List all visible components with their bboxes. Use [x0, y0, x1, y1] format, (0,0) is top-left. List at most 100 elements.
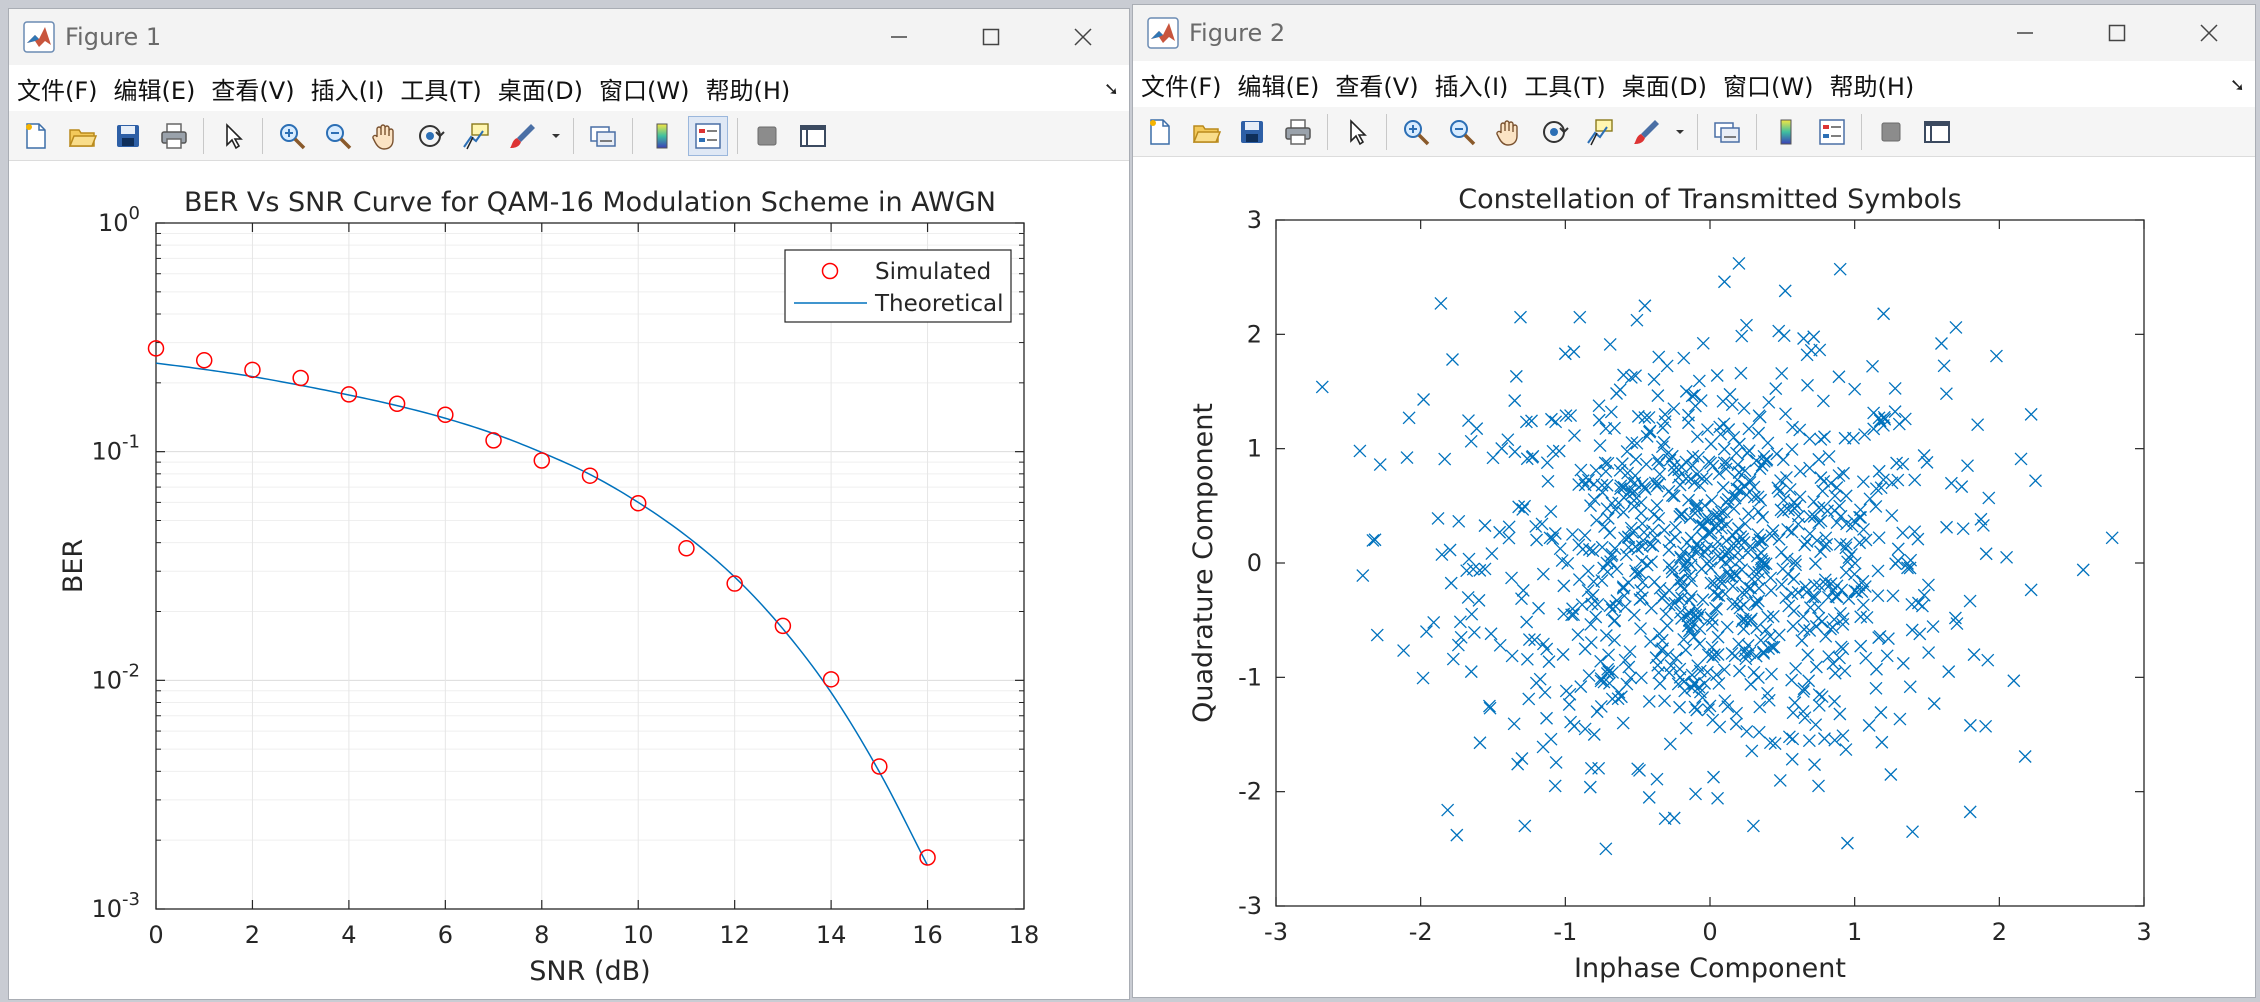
dock-arrow-icon[interactable]: ➘ — [1103, 79, 1119, 100]
scatter-point — [1650, 479, 1664, 493]
dock-arrow-icon[interactable]: ➘ — [2229, 75, 2245, 96]
scatter-point — [1742, 444, 1756, 458]
rotate-3d-button[interactable] — [1534, 112, 1574, 152]
scatter-point — [1558, 347, 1572, 361]
scatter-point — [1710, 588, 1724, 602]
close-button[interactable] — [2163, 5, 2255, 61]
pan-button[interactable] — [364, 116, 404, 156]
maximize-button[interactable] — [945, 9, 1037, 65]
show-plot-tools-button[interactable] — [793, 116, 833, 156]
menu-window[interactable]: 窗口(W) — [599, 76, 690, 105]
menu-insert[interactable]: 插入(I) — [1434, 72, 1509, 101]
scatter-point — [1720, 620, 1734, 634]
new-figure-button[interactable] — [1140, 112, 1180, 152]
minimize-button[interactable] — [853, 9, 945, 65]
scatter-point — [1647, 508, 1661, 522]
data-cursor-button[interactable] — [456, 116, 496, 156]
scatter-point — [1775, 577, 1789, 591]
simulated-point — [822, 671, 840, 688]
x-tick-labels: 0 2 4 6 8 10 12 14 16 18 — [148, 921, 1039, 949]
insert-colorbar-button[interactable] — [1766, 112, 1806, 152]
zoom-in-button[interactable] — [1396, 112, 1436, 152]
edit-plot-button[interactable] — [213, 116, 253, 156]
scatter-point — [1874, 706, 1888, 719]
insert-legend-button[interactable] — [1812, 112, 1852, 152]
link-plot-button[interactable] — [1707, 112, 1747, 152]
legend[interactable]: Simulated Theoretical — [784, 249, 1012, 323]
scatter-point — [1785, 587, 1799, 601]
scatter-point — [1592, 761, 1606, 775]
scatter-point — [1578, 529, 1592, 542]
scatter-point — [1693, 608, 1707, 621]
scatter-point — [1712, 467, 1726, 481]
save-button[interactable] — [108, 116, 148, 156]
menu-tools[interactable]: 工具(T) — [400, 76, 482, 105]
new-figure-button[interactable] — [16, 116, 56, 156]
menu-edit[interactable]: 编辑(E) — [113, 76, 196, 105]
menu-view[interactable]: 查看(V) — [1335, 72, 1419, 101]
rotate-3d-button[interactable] — [410, 116, 450, 156]
simulated-point — [437, 406, 454, 424]
pan-button[interactable] — [1488, 112, 1528, 152]
scatter-point — [1963, 718, 1977, 732]
save-button[interactable] — [1232, 112, 1272, 152]
scatter-point — [1427, 615, 1441, 629]
menu-help[interactable]: 帮助(H) — [1829, 72, 1915, 101]
link-plot-button[interactable] — [583, 116, 623, 156]
insert-legend-button[interactable] — [688, 115, 728, 156]
edit-plot-button[interactable] — [1337, 112, 1377, 152]
menu-desktop[interactable]: 桌面(D) — [497, 76, 583, 105]
scatter-point — [1747, 665, 1761, 679]
menu-tools[interactable]: 工具(T) — [1524, 72, 1606, 101]
scatter-point — [1871, 589, 1885, 603]
print-button[interactable] — [1278, 112, 1318, 152]
menu-insert[interactable]: 插入(I) — [310, 76, 385, 105]
scatter-point — [1618, 653, 1632, 667]
scatter-point — [1591, 597, 1605, 611]
brush-button[interactable] — [1626, 112, 1666, 152]
zoom-out-button[interactable] — [318, 116, 358, 156]
scatter-point — [1589, 610, 1603, 624]
menu-file[interactable]: 文件(F) — [1141, 72, 1222, 101]
maximize-button[interactable] — [2071, 5, 2163, 61]
brush-dropdown-button[interactable] — [548, 116, 564, 156]
y-tick-label: 100 — [98, 203, 140, 237]
scatter-point — [1871, 564, 1885, 578]
scatter-point — [1629, 564, 1642, 578]
scatter-point — [1536, 637, 1550, 651]
figure-1-titlebar[interactable]: Figure 1 — [9, 9, 1129, 65]
menu-file[interactable]: 文件(F) — [17, 76, 98, 105]
scatter-point — [1629, 453, 1643, 466]
open-file-button[interactable] — [1186, 112, 1226, 152]
scatter-point — [1844, 547, 1858, 561]
menu-desktop[interactable]: 桌面(D) — [1621, 72, 1707, 101]
scatter-point — [1640, 429, 1654, 443]
insert-colorbar-button[interactable] — [642, 116, 682, 156]
figure-2-titlebar[interactable]: Figure 2 — [1133, 5, 2255, 61]
minimize-button[interactable] — [1979, 5, 2071, 61]
menu-edit[interactable]: 编辑(E) — [1237, 72, 1320, 101]
scatter-point — [1842, 592, 1856, 606]
zoom-in-button[interactable] — [272, 116, 312, 156]
open-file-button[interactable] — [62, 116, 102, 156]
scatter-point — [1691, 611, 1705, 625]
scatter-point — [1621, 530, 1635, 544]
scatter-point — [1431, 511, 1445, 525]
zoom-out-button[interactable] — [1442, 112, 1482, 152]
brush-dropdown-button[interactable] — [1672, 112, 1688, 152]
matlab-logo-icon — [1147, 17, 1179, 49]
hide-plot-tools-button[interactable] — [1871, 112, 1911, 152]
scatter-point — [1787, 572, 1801, 586]
menu-help[interactable]: 帮助(H) — [705, 76, 791, 105]
scatter-point — [1753, 533, 1767, 547]
menu-window[interactable]: 窗口(W) — [1723, 72, 1814, 101]
data-cursor-button[interactable] — [1580, 112, 1620, 152]
close-button[interactable] — [1037, 9, 1129, 65]
print-button[interactable] — [154, 116, 194, 156]
menu-view[interactable]: 查看(V) — [211, 76, 295, 105]
show-plot-tools-button[interactable] — [1917, 112, 1957, 152]
hide-plot-tools-button[interactable] — [747, 116, 787, 156]
scatter-point — [1759, 557, 1773, 571]
brush-button[interactable] — [502, 116, 542, 156]
scatter-point — [1771, 481, 1785, 495]
